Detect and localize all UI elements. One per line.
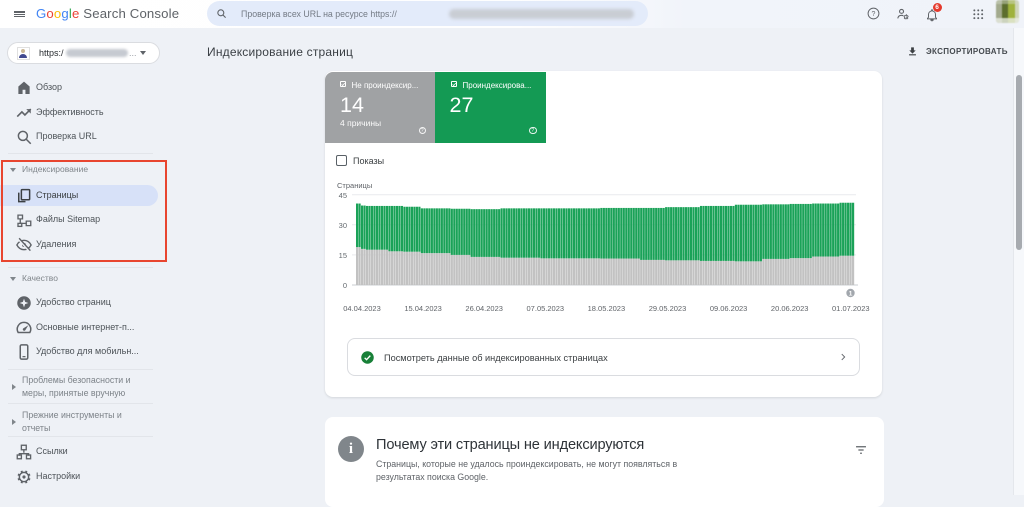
svg-text:1: 1 xyxy=(849,291,853,298)
svg-text:?: ? xyxy=(872,11,876,18)
